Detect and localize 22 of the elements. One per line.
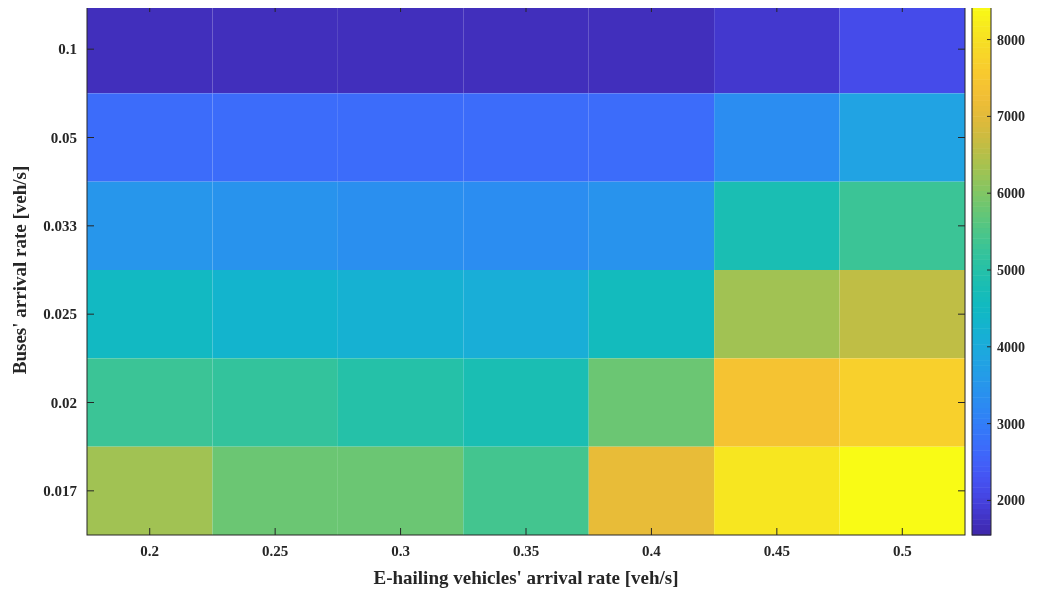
- color-bar-label: 7000: [997, 109, 1025, 125]
- color-bar-label: 4000: [997, 339, 1025, 355]
- y-tick-label: 0.025: [43, 306, 77, 323]
- color-bar-label: 5000: [997, 263, 1025, 278]
- y-tick-label: 0.033: [43, 217, 77, 234]
- x-tick-label: 0.45: [763, 543, 790, 559]
- color-bar-label: 6000: [997, 186, 1025, 202]
- color-bar-label: 2000: [997, 493, 1025, 509]
- x-tick-label: 0.3: [391, 543, 410, 559]
- x-tick-label: 0.35: [512, 543, 540, 559]
- x-tick-label: 0.5: [892, 543, 912, 559]
- x-tick-label: 0.25: [262, 543, 289, 559]
- y-tick-label: 0.02: [50, 394, 77, 411]
- y-tick-label: 0.1: [58, 41, 77, 58]
- y-tick-label: 0.017: [43, 482, 78, 499]
- x-tick-label: 0.2: [140, 543, 160, 559]
- color-bar-label: 3000: [997, 416, 1025, 432]
- x-tick-label: 0.4: [642, 543, 662, 559]
- color-bar-label: 8000: [997, 32, 1025, 48]
- y-tick-label: 0.05: [50, 129, 77, 146]
- y-axis-title: Buses' arrival rate [veh/s]: [9, 165, 30, 375]
- x-axis-title: E-hailing vehicles' arrival rate [veh/s]: [373, 567, 679, 588]
